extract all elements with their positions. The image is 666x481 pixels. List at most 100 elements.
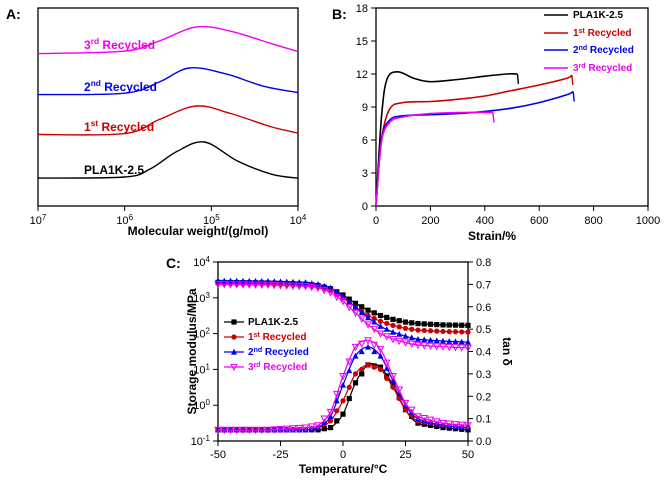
panel-c-tan-delta-point bbox=[420, 414, 429, 423]
panel-c-modulus-point bbox=[440, 328, 446, 335]
panel-c-tan-delta-point bbox=[377, 352, 384, 359]
panel-c-tan-delta-point bbox=[301, 424, 310, 432]
panel-c-modulus-point bbox=[345, 303, 354, 312]
panel-c-modulus-point bbox=[382, 333, 391, 341]
panel-c-tan-delta-point bbox=[445, 420, 454, 428]
panel-a-x-axis-label: Molecular weight/(g/mol) bbox=[128, 224, 269, 238]
panel-c-legend-entry: 2nd Recycled bbox=[248, 347, 309, 359]
panel-c-tan-delta-point bbox=[402, 407, 409, 413]
panel-c-modulus-point bbox=[446, 328, 452, 335]
panel-c-label: C: bbox=[166, 255, 181, 271]
panel-c-legend-marker bbox=[231, 319, 237, 325]
panel-c-tan-delta-point bbox=[289, 425, 297, 433]
panel-c-modulus-point bbox=[465, 338, 471, 345]
panel-c-legend-entry: 1st Recycled bbox=[248, 332, 307, 344]
panel-a-label: A: bbox=[6, 6, 21, 22]
panel-a-curve-label-pla1k-2-5: PLA1K-2.5 bbox=[84, 163, 144, 177]
panel-b-fracture-1st-recycled bbox=[571, 75, 574, 86]
panel-c-modulus-point bbox=[214, 281, 222, 289]
panel-c-y2-tick-label: 0.8 bbox=[476, 257, 491, 269]
panel-c-legend-marker bbox=[231, 334, 237, 340]
panel-c-modulus-point bbox=[452, 338, 459, 345]
panel-c-tan-delta-point bbox=[432, 418, 441, 426]
panel-c-modulus-point bbox=[376, 330, 385, 338]
panel-a-curve-pla1k-2-5 bbox=[37, 141, 299, 179]
panel-c-modulus-point bbox=[232, 281, 241, 289]
panel-b-fracture-pla1k-2-5 bbox=[516, 73, 520, 85]
panel-b-curve-1st-recycled bbox=[375, 74, 573, 207]
panel-c-modulus-point bbox=[314, 284, 322, 293]
panel-c-tan-delta-point bbox=[296, 426, 303, 433]
panel-c-modulus-point bbox=[365, 307, 371, 313]
panel-c-tan-delta-point bbox=[464, 422, 472, 430]
panel-c-y-tick-label: 102 bbox=[193, 326, 210, 341]
panel-c-modulus-point bbox=[358, 309, 365, 315]
panel-c-modulus-point bbox=[421, 321, 427, 327]
panel-c-tan-delta-point bbox=[458, 423, 465, 430]
panel-c-tan-delta-point bbox=[364, 337, 372, 345]
panel-c-tan-delta-point bbox=[427, 418, 434, 425]
panel-a-curve-2nd-recycled bbox=[37, 67, 299, 96]
panel-c-tan-delta-point bbox=[214, 426, 222, 435]
panel-b-x-tick-label: 400 bbox=[476, 215, 494, 227]
panel-c-modulus-point bbox=[465, 322, 471, 328]
panel-c-modulus-point bbox=[396, 330, 403, 337]
panel-b-y-tick-label: 3 bbox=[362, 168, 368, 180]
panel-c-modulus-point bbox=[282, 282, 291, 290]
panel-c-tan-delta-point bbox=[371, 364, 377, 370]
panel-c-modulus-point bbox=[270, 281, 279, 290]
panel-c-tan-delta-point bbox=[220, 426, 229, 435]
panel-c-modulus-point bbox=[377, 318, 384, 324]
panel-c-tan-delta-point bbox=[340, 411, 346, 417]
panel-c-modulus-point bbox=[414, 341, 422, 350]
panel-c-modulus-point bbox=[439, 343, 447, 352]
panel-b-legend-entry: 1st Recycled bbox=[573, 28, 632, 40]
panel-b-x-tick-label: 800 bbox=[584, 215, 602, 227]
panel-c-series-3rd-recycled bbox=[214, 281, 472, 435]
panel-c-tan-delta-point bbox=[446, 422, 453, 429]
panel-c-tan-delta-point bbox=[334, 408, 340, 414]
panel-c-modulus-point bbox=[402, 332, 409, 339]
panel-c-tan-delta-point bbox=[451, 421, 460, 429]
panel-a-curve-3rd-recycled bbox=[37, 25, 299, 55]
panel-b-y-tick-label: 18 bbox=[356, 3, 368, 15]
panel-c-modulus-point bbox=[440, 337, 446, 344]
panel-c-y2-tick-label: 0.7 bbox=[476, 279, 491, 291]
panel-c-modulus-point bbox=[426, 342, 435, 351]
panel-c-modulus-point bbox=[371, 318, 378, 325]
panel-c-modulus-point bbox=[371, 310, 377, 316]
panel-c-modulus-point bbox=[332, 293, 341, 302]
panel-c-modulus-point bbox=[421, 336, 428, 343]
panel-c-modulus-point bbox=[359, 304, 365, 310]
panel-a-x-tick-label: 107 bbox=[30, 213, 47, 228]
panel-c-modulus-point bbox=[459, 329, 465, 335]
panel-c-tan-delta-point bbox=[383, 365, 390, 371]
panel-c-tan-delta-point bbox=[264, 426, 272, 435]
panel-c-modulus-point bbox=[239, 281, 247, 289]
panel-c-tan-delta-point bbox=[351, 343, 360, 352]
panel-c-modulus-point bbox=[396, 324, 402, 330]
panel-c-modulus-point bbox=[440, 322, 446, 328]
panel-c-modulus-point bbox=[415, 327, 421, 333]
panel-c-modulus-point bbox=[365, 314, 371, 321]
panel-c-x-tick-label: -50 bbox=[210, 449, 226, 461]
panel-c-legend-entry: PLA1K-2.5 bbox=[248, 317, 298, 328]
panel-c-modulus-point bbox=[446, 322, 452, 328]
panel-c-modulus-point bbox=[445, 343, 454, 352]
panel-b-y-tick-label: 6 bbox=[362, 135, 368, 147]
panel-c-tan-delta-point bbox=[232, 426, 241, 435]
panel-a-curve-label-1st-recycled: 1st Recycled bbox=[84, 118, 154, 134]
panel-c-modulus-point bbox=[327, 284, 334, 291]
panel-c-modulus-point bbox=[245, 281, 254, 289]
panel-c-modulus-point bbox=[383, 326, 390, 332]
panel-c-modulus-point bbox=[339, 298, 347, 306]
panel-c-tan-delta-point bbox=[384, 375, 390, 381]
panel-c-x-tick-label: 25 bbox=[399, 449, 411, 461]
panel-c-modulus-point bbox=[220, 281, 229, 289]
panel-c-modulus-point bbox=[333, 288, 340, 295]
panel-c-modulus-point bbox=[364, 321, 372, 329]
panel-c-tan-delta-point bbox=[333, 397, 340, 404]
panel-c-tan-delta-point bbox=[226, 426, 235, 435]
panel-c-modulus-point bbox=[307, 283, 316, 292]
panel-c-modulus-point bbox=[346, 298, 353, 305]
